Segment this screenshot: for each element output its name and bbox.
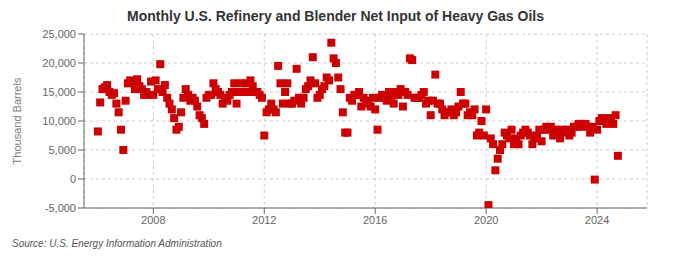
html-text:Source: U.S. Energy Informatio: Source: U.S. Energy Information Administ… xyxy=(12,238,222,249)
svg-text:2012: 2012 xyxy=(252,214,276,226)
svg-text:2024: 2024 xyxy=(585,214,609,226)
svg-text:Thousand Barrels: Thousand Barrels xyxy=(11,77,23,164)
svg-text:-5,000: -5,000 xyxy=(45,202,76,214)
svg-text:5,000: 5,000 xyxy=(48,144,76,156)
svg-text:2020: 2020 xyxy=(474,214,498,226)
svg-text:0: 0 xyxy=(70,173,76,185)
svg-text:2008: 2008 xyxy=(141,214,165,226)
svg-text:2016: 2016 xyxy=(363,214,387,226)
svg-text:25,000: 25,000 xyxy=(42,28,76,40)
svg-text:10,000: 10,000 xyxy=(42,115,76,127)
html-text:Monthly U.S. Refinery and Blen: Monthly U.S. Refinery and Blender Net In… xyxy=(127,8,544,24)
svg-text:20,000: 20,000 xyxy=(42,57,76,69)
svg-text:15,000: 15,000 xyxy=(42,86,76,98)
